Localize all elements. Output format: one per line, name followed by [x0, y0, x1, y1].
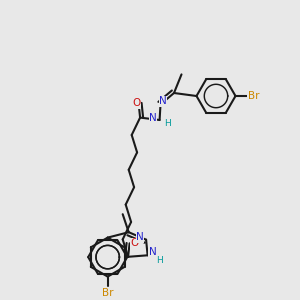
Text: H: H: [164, 118, 170, 127]
Text: O: O: [130, 238, 139, 248]
Text: H: H: [156, 256, 163, 265]
Text: N: N: [159, 96, 167, 106]
Text: Br: Br: [102, 287, 113, 298]
Text: O: O: [132, 98, 141, 108]
Text: N: N: [149, 112, 157, 123]
Text: N: N: [148, 247, 156, 257]
Text: N: N: [136, 232, 144, 242]
Text: Br: Br: [248, 91, 259, 101]
